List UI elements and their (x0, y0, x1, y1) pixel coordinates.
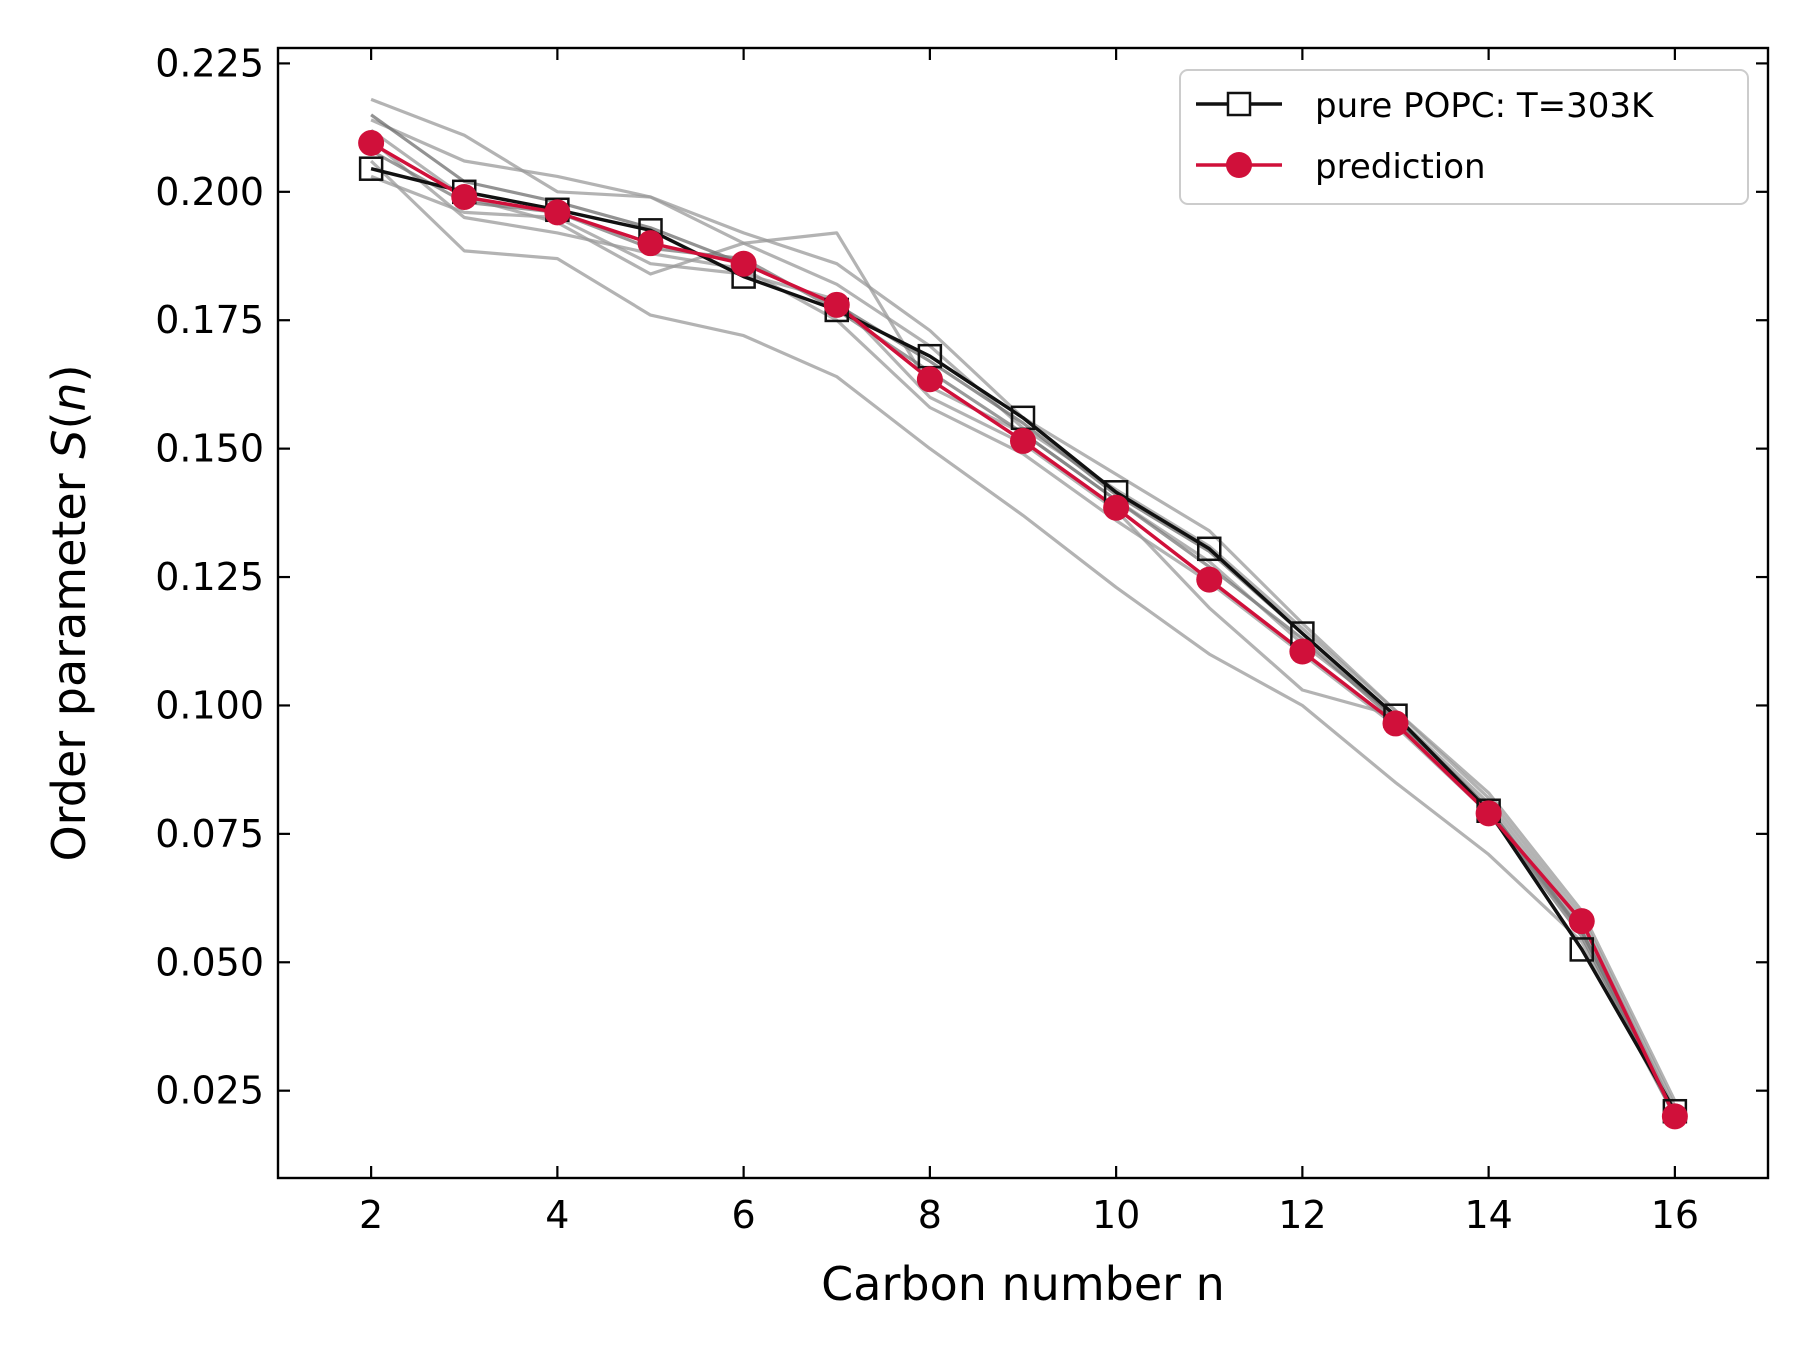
y-tick-label: 0.050 (155, 940, 264, 984)
y-tick-label: 0.175 (155, 298, 264, 342)
pure-popc-point (358, 156, 384, 181)
background-series-line-2 (370, 128, 1677, 1112)
legend-label-prediction: prediction (1315, 147, 1486, 187)
prediction-point (358, 130, 385, 157)
x-tick-label: 12 (1278, 1193, 1326, 1237)
y-tick-label: 0.125 (155, 555, 264, 599)
legend-marker-square (1226, 91, 1252, 117)
legend-marker-circle (1226, 152, 1252, 178)
axis-ticks: 2 4 6 8 10 12 14 16 0.025 0.050 0.075 0.100 0.125 0.1… (155, 41, 1768, 1237)
plot-area (358, 97, 1688, 1130)
background-series-line-7 (370, 149, 1677, 1118)
y-tick-label: 0.150 (155, 427, 264, 471)
y-tick-label: 0.200 (155, 170, 264, 214)
legend-box (1179, 69, 1749, 205)
prediction-point (1568, 908, 1595, 935)
x-tick-label: 6 (732, 1193, 756, 1237)
prediction-point (1661, 1103, 1688, 1130)
background-series-line-1 (370, 118, 1677, 1107)
prediction-point (637, 230, 664, 257)
legend-label-pure-popc: pure POPC: T=303K (1315, 86, 1655, 126)
y-axis-title-open-paren: ( (42, 412, 96, 430)
background-series-line-0 (370, 97, 1677, 1102)
y-axis-title-symbol: S (42, 430, 96, 459)
x-tick-label: 8 (918, 1193, 942, 1237)
x-tick-label: 14 (1464, 1193, 1512, 1237)
y-tick-label: 0.025 (155, 1069, 264, 1113)
y-tick-label: 0.075 (155, 812, 264, 856)
prediction-point (730, 250, 757, 277)
background-series-line-5 (369, 159, 1677, 1118)
y-axis-title-arg: n (42, 382, 96, 411)
prediction-point (1475, 800, 1502, 827)
plot-frame (276, 46, 1770, 1180)
legend: pure POPC: T=303K prediction (1179, 69, 1749, 205)
y-tick-label: 0.225 (155, 41, 264, 85)
background-series-line-4 (370, 139, 1677, 1118)
prediction-point (451, 183, 478, 210)
x-tick-label: 2 (359, 1193, 383, 1237)
prediction-point (1196, 566, 1223, 593)
prediction-point (1103, 494, 1130, 521)
y-axis-title: Order parameter S(n) (42, 364, 96, 861)
prediction-point (544, 199, 571, 226)
x-tick-label: 16 (1651, 1193, 1699, 1237)
background-series-line-3 (370, 174, 1677, 1112)
prediction-point (1382, 710, 1409, 737)
y-axis-title-prefix: Order parameter (42, 459, 96, 862)
x-tick-label: 10 (1092, 1193, 1140, 1237)
pure-popc-point (1569, 937, 1594, 962)
x-tick-label: 4 (545, 1193, 569, 1237)
prediction-point (1289, 638, 1316, 665)
prediction-point (916, 366, 943, 393)
x-axis-title: Carbon number n (821, 1257, 1225, 1311)
y-tick-label: 0.100 (155, 683, 264, 727)
series-line-1 (370, 141, 1677, 1118)
pure-popc-point (1197, 536, 1222, 562)
series-line-0 (370, 167, 1677, 1113)
y-axis-title-close-paren: ) (42, 364, 96, 382)
prediction-point (823, 291, 850, 318)
prediction-point (1010, 427, 1036, 454)
